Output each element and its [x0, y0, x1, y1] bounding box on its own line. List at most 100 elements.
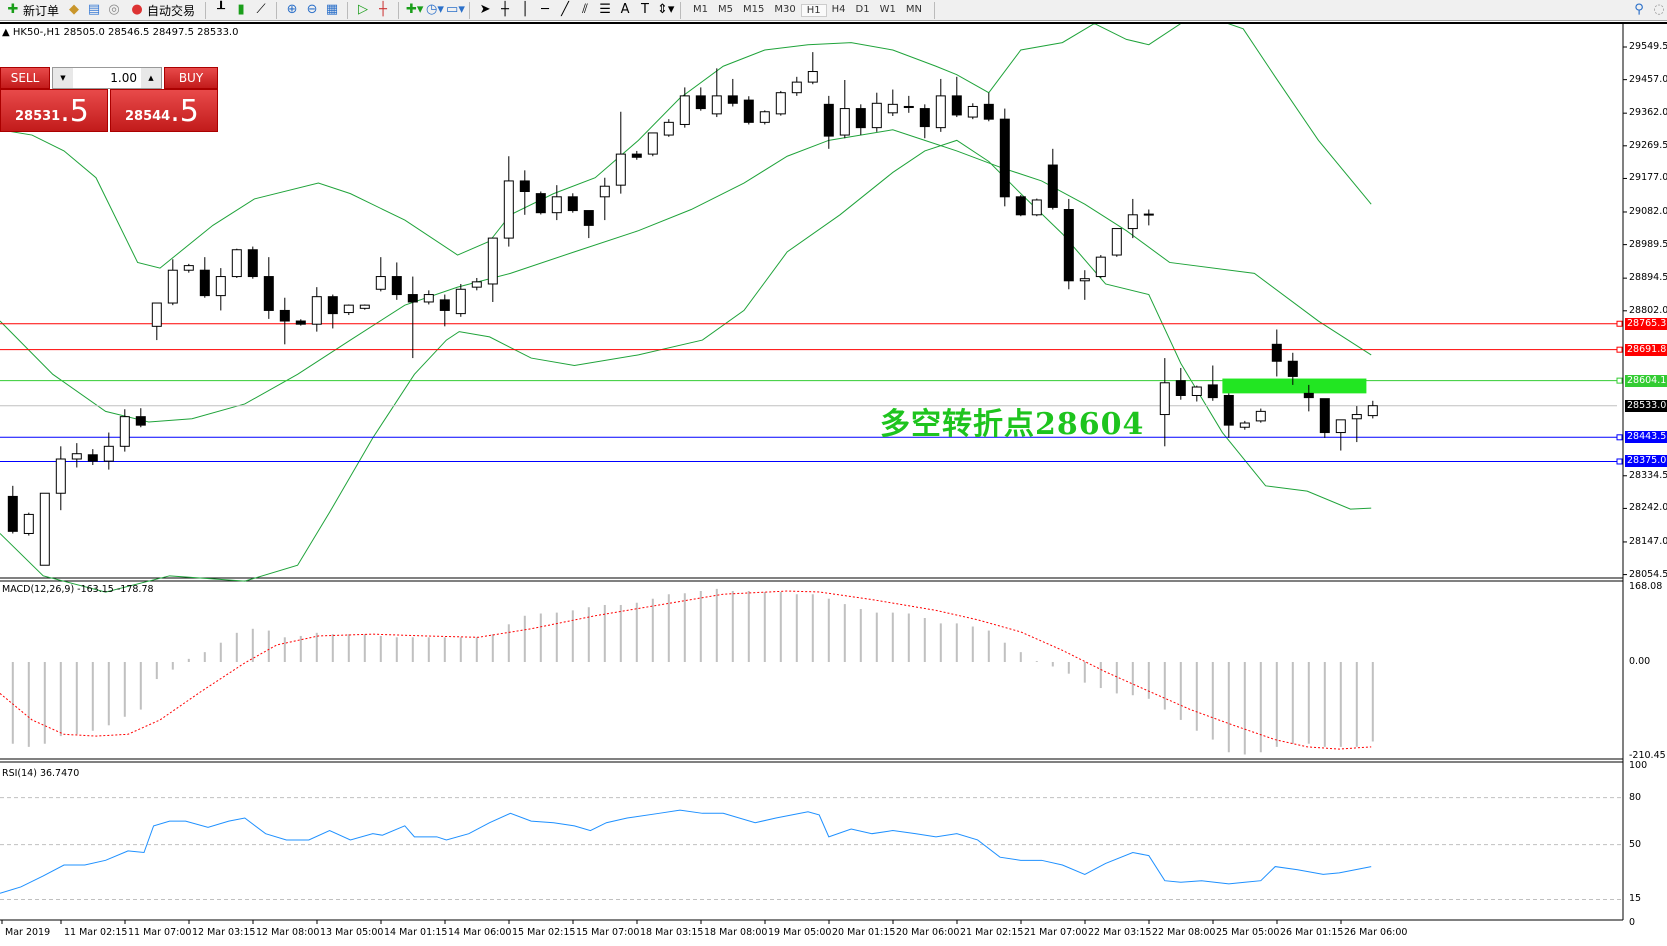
fibonacci-icon[interactable]: ☰: [599, 2, 611, 17]
chart-shift-icon[interactable]: ▷: [358, 2, 369, 17]
timeframe-mn[interactable]: MN: [905, 3, 922, 15]
timeframe-h1[interactable]: H1: [800, 3, 827, 17]
candle-bull: [599, 185, 610, 198]
zoom-in-icon[interactable]: ⊕: [286, 2, 298, 17]
candle-bear: [439, 299, 450, 311]
signals-icon[interactable]: ◎: [108, 2, 120, 17]
zoom-out-icon[interactable]: ⊖: [306, 2, 318, 17]
candle-bull: [183, 265, 194, 271]
periods-icon[interactable]: ◷▾: [426, 2, 444, 17]
candle-bull: [663, 121, 674, 136]
volume-decrease-button[interactable]: ▼: [53, 68, 73, 88]
templates-icon[interactable]: ▭▾: [446, 2, 465, 17]
level-handle: [1616, 346, 1623, 353]
candle-bull: [167, 269, 178, 304]
candle-bull: [1335, 419, 1346, 434]
new-order-button[interactable]: ✚ 新订单: [2, 1, 62, 20]
time-label: 18 Mar 03:15: [640, 927, 704, 938]
candle-bear: [903, 105, 914, 109]
level-price-tag: 28533.0: [1625, 399, 1667, 412]
candle-bear: [7, 495, 18, 532]
navigator-icon[interactable]: ▤: [87, 2, 101, 17]
buy-button[interactable]: BUY: [164, 67, 218, 89]
price-tick-label: 29549.5: [1629, 41, 1667, 52]
vertical-line-icon[interactable]: │: [521, 2, 529, 17]
buy-price-frac: .5: [170, 94, 199, 129]
macd-signal-line: [0, 590, 1372, 750]
chart-window[interactable]: ▲ HK50-,H1 28505.0 28546.5 28497.5 28533…: [0, 22, 1667, 944]
timeframe-d1[interactable]: D1: [855, 3, 870, 15]
indicators-icon[interactable]: ✚▾: [406, 2, 424, 17]
arrows-icon[interactable]: ⇕▾: [657, 2, 675, 17]
candle-bull: [103, 445, 114, 462]
sell-button[interactable]: SELL: [0, 67, 50, 89]
sell-price-frac: .5: [60, 94, 89, 129]
price-tick-label: 28989.5: [1629, 238, 1667, 250]
pivot-zone: [1222, 378, 1367, 394]
price-tick-label: 29082.0: [1629, 205, 1667, 217]
candle-bull: [887, 103, 898, 114]
cursor-icon[interactable]: ➤: [479, 2, 491, 17]
autoscroll-icon[interactable]: ┼: [379, 2, 387, 17]
auto-trading-button[interactable]: ● 自动交易: [126, 1, 198, 20]
timeframe-m15[interactable]: M15: [743, 3, 765, 15]
candle-bear: [1047, 164, 1058, 208]
history-icon[interactable]: ◆: [69, 2, 80, 17]
volume-increase-button[interactable]: ▲: [141, 68, 161, 88]
candlestick-icon[interactable]: ▮: [237, 2, 245, 17]
time-label: 11 Mar 02:15: [64, 927, 128, 938]
timeframe-w1[interactable]: W1: [879, 3, 896, 15]
timeframe-m5[interactable]: M5: [718, 3, 734, 15]
pivot-annotation[interactable]: 多空转折点28604: [880, 407, 1145, 442]
text-label-icon[interactable]: T: [641, 2, 649, 17]
price-tick-label: 28334.5: [1629, 469, 1667, 481]
candle-bull: [359, 304, 370, 309]
time-label: 19 Mar 05:00: [768, 927, 832, 938]
sell-price-main: 28531: [15, 109, 61, 124]
candle-bear: [567, 196, 578, 212]
candle-bear: [727, 95, 738, 104]
candle-bear: [295, 320, 306, 325]
horizontal-line-icon[interactable]: ─: [541, 2, 549, 17]
candle-bull: [615, 153, 626, 186]
candle-bull: [1079, 278, 1090, 282]
candle-bull: [311, 296, 322, 325]
bar-chart-icon[interactable]: ┸: [217, 2, 225, 17]
line-chart-icon[interactable]: ⟋: [256, 2, 266, 17]
timeframe-m30[interactable]: M30: [774, 3, 796, 15]
collapse-icon[interactable]: ▲: [2, 27, 13, 38]
candle-bear: [247, 249, 258, 278]
candle-bull: [1255, 410, 1266, 422]
time-label: 11 Mar 07:00: [128, 927, 192, 938]
timeframe-m1[interactable]: M1: [693, 3, 709, 15]
volume-input[interactable]: 1.00: [110, 71, 137, 85]
auto-trading-label: 自动交易: [147, 3, 196, 18]
new-order-label: 新订单: [23, 3, 60, 18]
divider: [680, 1, 682, 19]
sell-price-button[interactable]: 28531.5: [0, 89, 108, 132]
tile-windows-icon[interactable]: ▦: [325, 2, 339, 17]
candle-bear: [631, 153, 642, 158]
chart-ohlc-label: HK50-,H1 28505.0 28546.5 28497.5 28533.0: [12, 27, 239, 38]
macd-label: MACD(12,26,9) -163.15 -178.78: [2, 584, 154, 595]
candle-bull: [759, 111, 770, 123]
level-handle: [1616, 458, 1623, 465]
buy-price-button[interactable]: 28544.5: [110, 89, 218, 132]
time-label: 21 Mar 02:15: [960, 927, 1024, 938]
timeframe-h4[interactable]: H4: [831, 3, 846, 15]
chart-canvas[interactable]: [0, 24, 1667, 946]
candle-bull: [1351, 414, 1362, 420]
fibonacci-channel-icon[interactable]: ⫽: [582, 2, 588, 17]
candle-bear: [1015, 196, 1026, 216]
candle-bear: [855, 108, 866, 129]
candle-bear: [263, 276, 274, 311]
candle-bull: [71, 453, 82, 460]
chat-icon[interactable]: ◌: [1653, 2, 1665, 17]
crosshair-icon[interactable]: ┼: [501, 2, 509, 17]
volume-stepper[interactable]: ▼ 1.00 ▲: [52, 67, 162, 89]
trendline-icon[interactable]: ╱: [561, 2, 569, 17]
level-handle: [1616, 434, 1623, 441]
candle-bull: [791, 81, 802, 94]
text-icon[interactable]: A: [620, 2, 630, 17]
search-icon[interactable]: ⚲: [1634, 2, 1644, 17]
